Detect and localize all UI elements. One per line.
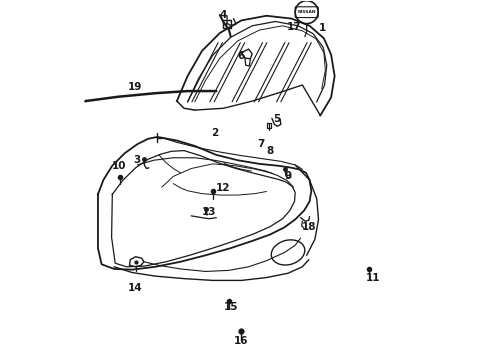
Text: 7: 7 — [257, 139, 265, 149]
Text: 15: 15 — [223, 302, 238, 312]
Text: 9: 9 — [285, 171, 292, 181]
Text: 12: 12 — [216, 183, 231, 193]
Text: 4: 4 — [220, 10, 227, 20]
Text: 3: 3 — [134, 155, 141, 165]
Text: 18: 18 — [302, 222, 317, 232]
Text: 6: 6 — [238, 51, 245, 61]
Text: 11: 11 — [366, 273, 381, 283]
Text: NISSAN: NISSAN — [297, 10, 316, 14]
Text: 2: 2 — [211, 129, 218, 138]
Text: 1: 1 — [318, 23, 326, 33]
Text: 5: 5 — [273, 114, 281, 124]
Text: 17: 17 — [287, 22, 302, 32]
Text: 19: 19 — [127, 82, 142, 92]
Text: 16: 16 — [234, 336, 248, 346]
Text: 10: 10 — [112, 161, 126, 171]
Text: 8: 8 — [267, 146, 274, 156]
Text: 14: 14 — [128, 283, 143, 293]
Text: 13: 13 — [202, 207, 217, 217]
